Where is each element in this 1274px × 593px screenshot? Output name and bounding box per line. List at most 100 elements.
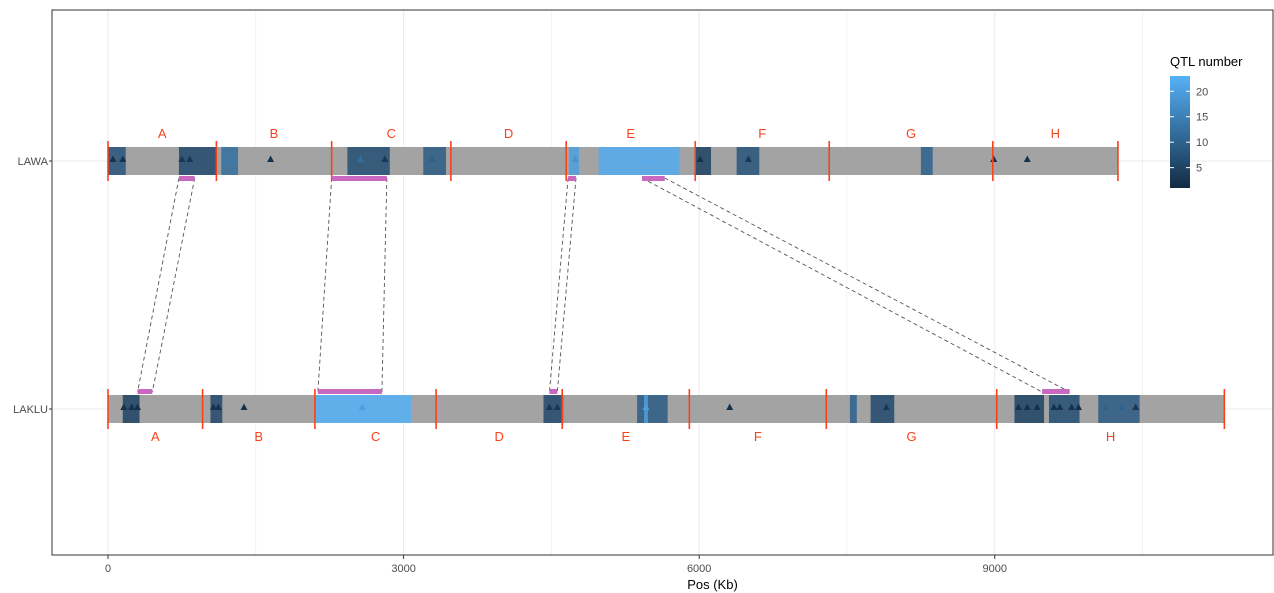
qtl-marker (358, 403, 366, 410)
x-axis: 0 3000 6000 9000 (105, 555, 1007, 575)
synteny-links (137, 177, 1070, 393)
qtl-marker (642, 403, 650, 410)
segment-label: C (371, 429, 380, 444)
qtl-marker (1075, 403, 1083, 410)
legend-colorbar (1170, 76, 1190, 188)
segment-label: D (504, 126, 513, 141)
qtl-marker (1068, 403, 1076, 410)
x-tick-label: 0 (105, 563, 111, 575)
qtl-marker (209, 403, 217, 410)
track-label: LAKLU (13, 404, 48, 416)
qtl-marker (381, 155, 389, 162)
qtl-marker (120, 403, 128, 410)
qtl-marker (545, 403, 553, 410)
segment-label: B (254, 429, 263, 444)
qtl-marker (1056, 403, 1064, 410)
qtl-marker (1023, 403, 1031, 410)
qtl-region (221, 147, 239, 175)
qtl-marker (109, 155, 117, 162)
qtl-marker (696, 155, 704, 162)
qtl-marker (571, 155, 579, 162)
qtl-marker (178, 155, 186, 162)
segment-label: B (270, 126, 279, 141)
synteny-block (317, 389, 382, 394)
segment-label: F (754, 429, 762, 444)
qtl-marker (1118, 403, 1126, 410)
plot-panel-border (51, 9, 1274, 556)
segment-label: F (758, 126, 766, 141)
segment-label: A (158, 126, 167, 141)
segment-label: E (621, 429, 630, 444)
qtl-marker (267, 155, 275, 162)
segment-label: H (1051, 126, 1060, 141)
qtl-marker (849, 403, 857, 410)
synteny-block (1042, 389, 1070, 394)
segment-label: A (151, 429, 160, 444)
qtl-marker (1023, 155, 1031, 162)
x-tick-label: 3000 (391, 563, 415, 575)
segment-label: H (1106, 429, 1115, 444)
x-tick-label: 9000 (983, 563, 1007, 575)
qtl-region (598, 147, 680, 175)
grid-lines (52, 10, 1273, 555)
synteny-block (331, 176, 387, 181)
synteny-link-line (151, 177, 196, 393)
qtl-marker (726, 403, 734, 410)
qtl-region (870, 395, 895, 423)
qtl-marker (229, 155, 237, 162)
qtl-marker (119, 155, 127, 162)
qtl-marker (186, 155, 194, 162)
legend-title: QTL number (1170, 54, 1243, 69)
qtl-marker (128, 403, 136, 410)
synteny-link-line (548, 177, 569, 393)
qtl-marker (356, 155, 364, 162)
synteny-block (137, 389, 153, 394)
segment-label: C (387, 126, 396, 141)
synteny-block (568, 176, 577, 181)
x-tick-label: 6000 (687, 563, 711, 575)
segment-label: D (494, 429, 503, 444)
legend-tick-label: 5 (1196, 163, 1202, 175)
qtl-region (543, 395, 564, 423)
qtl-marker (553, 403, 561, 410)
synteny-link-line (137, 177, 180, 393)
chromosome-tracks: LAWA A B C D E F G H LAKLU A B C D E F G H (13, 126, 1226, 444)
qtl-marker (214, 403, 222, 410)
qtl-marker (1132, 403, 1140, 410)
qtl-marker (924, 155, 932, 162)
synteny-link-line (556, 177, 577, 393)
track-label: LAWA (18, 156, 49, 168)
qtl-region (637, 395, 668, 423)
legend: QTL number 5 10 15 20 (1170, 54, 1243, 188)
synteny-link-line (381, 177, 388, 393)
synteny-block (549, 389, 558, 394)
legend-ticks: 5 10 15 20 (1170, 86, 1208, 175)
qtl-marker (744, 155, 752, 162)
qtl-marker (643, 155, 651, 162)
segment-label: G (906, 429, 916, 444)
x-axis-title: Pos (Kb) (687, 577, 738, 592)
qtl-marker (882, 403, 890, 410)
legend-tick-label: 10 (1196, 137, 1208, 149)
qtl-region (178, 147, 217, 175)
qtl-marker (1102, 403, 1110, 410)
qtl-region (108, 147, 126, 175)
qtl-marker (240, 403, 248, 410)
track-lawa: LAWA A B C D E F G H (18, 126, 1119, 181)
segment-label: G (906, 126, 916, 141)
qtl-marker (1033, 403, 1041, 410)
synteny-link-line (641, 177, 1043, 393)
qtl-marker (134, 403, 142, 410)
qtl-marker (1050, 403, 1058, 410)
synteny-link-line (664, 177, 1070, 393)
qtl-marker (1014, 403, 1022, 410)
synteny-link-line (317, 177, 333, 393)
legend-tick-label: 20 (1196, 86, 1208, 98)
synteny-block (178, 176, 195, 181)
track-laklu: LAKLU A B C D E F G H (13, 389, 1226, 444)
synteny-block (642, 176, 665, 181)
segment-label: E (626, 126, 635, 141)
legend-tick-label: 15 (1196, 112, 1208, 124)
qtl-marker (428, 155, 436, 162)
